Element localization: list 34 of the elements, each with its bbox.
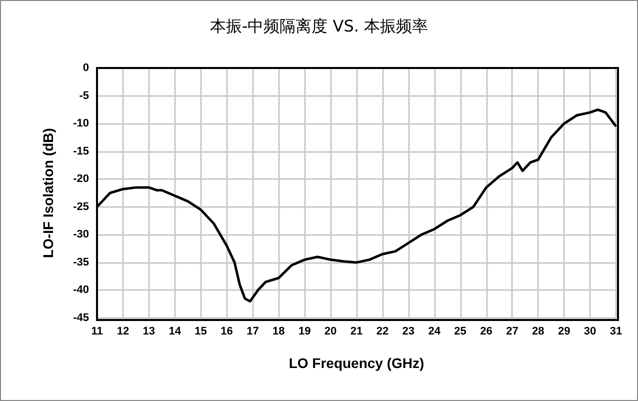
x-tick-label: 12	[116, 326, 130, 338]
x-tick-label: 30	[584, 326, 596, 338]
y-axis-title: LO-IF Isolation (dB)	[40, 128, 56, 258]
x-tick-label: 13	[142, 326, 156, 338]
x-tick-label: 31	[610, 326, 622, 338]
x-tick-label: 19	[298, 326, 311, 338]
y-tick-label: -35	[73, 256, 89, 268]
x-tick-label: 23	[402, 326, 415, 338]
x-tick-label: 17	[246, 326, 259, 338]
y-tick-label: -30	[73, 228, 89, 241]
x-tick-label: 22	[376, 326, 389, 338]
x-tick-label: 18	[272, 326, 285, 338]
y-tick-label: -10	[73, 118, 89, 130]
y-tick-label: -25	[73, 200, 89, 213]
x-tick-label: 25	[454, 326, 466, 338]
x-tick-label: 28	[532, 326, 544, 338]
x-axis-title: LO Frequency (GHz)	[288, 355, 424, 371]
chart-title: 本振-中频隔离度 VS. 本振频率	[210, 16, 428, 36]
x-tick-label: 16	[220, 326, 233, 338]
x-tick-label: 11	[91, 326, 103, 338]
y-tick-label: -40	[73, 284, 89, 296]
x-tick-label: 26	[480, 326, 492, 338]
x-tick-label: 27	[506, 326, 518, 338]
x-tick-label: 24	[428, 326, 442, 338]
x-tick-label: 21	[350, 326, 363, 338]
x-tick-label: 15	[194, 326, 207, 338]
y-tick-label: -15	[73, 145, 89, 158]
y-tick-label: -20	[73, 173, 89, 186]
x-tick-label: 20	[324, 326, 337, 338]
x-tick-label: 29	[558, 326, 570, 338]
y-tick-label: -45	[73, 312, 89, 324]
y-tick-label: -5	[79, 90, 89, 102]
x-tick-label: 14	[168, 326, 182, 338]
y-tick-label: 0	[82, 62, 89, 74]
